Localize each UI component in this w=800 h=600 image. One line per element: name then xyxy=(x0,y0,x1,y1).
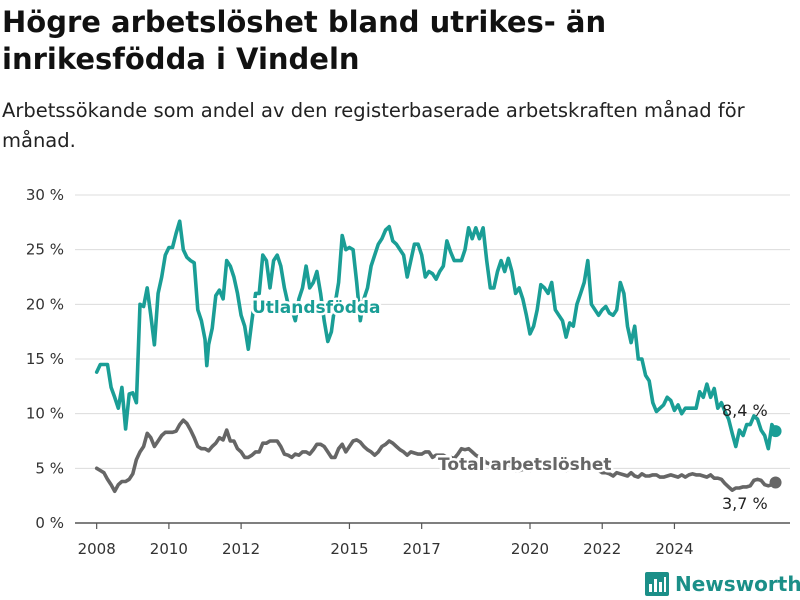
series-label-total: Total arbetslöshet xyxy=(438,455,612,475)
y-tick-label: 30 % xyxy=(26,186,64,204)
x-axis: 2008 2010 2012 2015 2017 2020 2022 2024 xyxy=(78,523,694,558)
grid xyxy=(75,194,790,524)
y-tick-label: 15 % xyxy=(26,350,64,368)
total-arbetsloshet-line xyxy=(94,418,778,494)
utlandsfodda-end-dot xyxy=(769,425,782,438)
y-tick-label: 5 % xyxy=(35,459,64,477)
x-tick-label: 2020 xyxy=(511,540,549,558)
x-tick-label: 2017 xyxy=(403,540,441,558)
end-value-utlandsfodda: 8,4 % xyxy=(722,401,768,420)
y-axis: 0 % 5 % 10 % 15 % 20 % 25 % 30 % xyxy=(26,186,64,532)
end-value-total: 3,7 % xyxy=(722,494,768,513)
y-tick-label: 20 % xyxy=(26,295,64,313)
x-tick-label: 2015 xyxy=(330,540,368,558)
chart-title: Högre arbetslöshet bland utrikes- än inr… xyxy=(2,5,607,76)
x-tick-label: 2024 xyxy=(655,540,693,558)
utlandsfodda-line xyxy=(94,219,778,451)
y-tick-label: 10 % xyxy=(26,405,64,423)
series-label-utlandsfodda: Utlandsfödda xyxy=(252,298,381,318)
labels: Utlandsfödda Total arbetslöshet 8,4 % 3,7 % xyxy=(250,296,768,514)
bar-chart-logo-icon xyxy=(645,572,669,596)
line-chart: 0 %5 %10 %15 %20 %25 %30 % 2008 2010 2012 2… xyxy=(26,186,790,558)
x-tick-label: 2012 xyxy=(222,540,260,558)
x-tick-label: 2010 xyxy=(150,540,188,558)
y-tick-label: 25 % xyxy=(26,241,64,259)
x-tick-label: 2022 xyxy=(583,540,621,558)
series-lines xyxy=(94,219,782,494)
total-end-dot xyxy=(769,476,782,489)
logo-name: Newsworthy xyxy=(675,572,800,596)
newsworthy-logo[interactable]: Newsworthy xyxy=(645,571,800,597)
y-tick-label: 0 % xyxy=(35,514,64,532)
chart-subtitle: Arbetssökande som andel av den registerb… xyxy=(2,99,745,152)
x-tick-label: 2008 xyxy=(78,540,116,558)
